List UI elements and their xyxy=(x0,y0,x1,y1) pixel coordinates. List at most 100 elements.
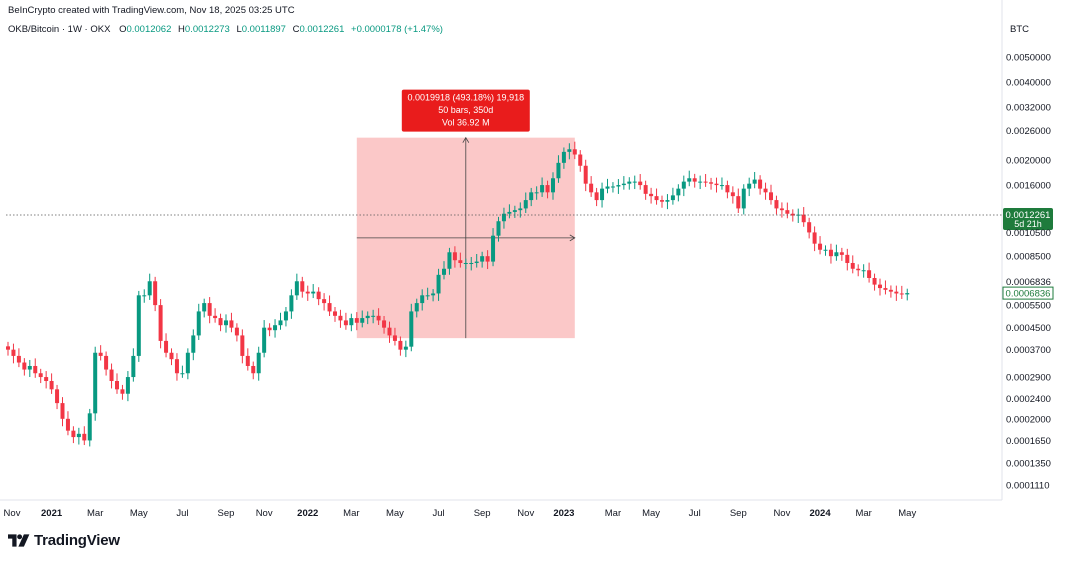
candle-body xyxy=(409,311,414,347)
candle xyxy=(153,276,158,312)
candle xyxy=(398,336,403,356)
candle-body xyxy=(44,377,49,381)
candle xyxy=(572,141,577,160)
candle-body xyxy=(240,335,245,356)
candle xyxy=(343,312,348,330)
candle-body xyxy=(763,188,768,193)
candle xyxy=(567,143,572,160)
candle xyxy=(828,243,833,264)
candle xyxy=(414,298,419,318)
candle-body xyxy=(65,418,70,431)
price-tick-label: 0.0004500 xyxy=(1006,323,1051,334)
candle xyxy=(202,298,207,318)
candle xyxy=(834,244,839,261)
ohlc-change-value: +0.0000178 (+1.47%) xyxy=(351,24,443,35)
candle xyxy=(207,297,212,324)
candle-body xyxy=(578,154,583,166)
candle-body xyxy=(540,185,545,193)
candle-body xyxy=(523,200,528,209)
symbol-label[interactable]: OKB/Bitcoin · 1W · OKX xyxy=(8,24,111,35)
candle-body xyxy=(752,179,757,184)
candle-body xyxy=(376,315,381,321)
candle-body xyxy=(905,293,910,295)
candle-body xyxy=(431,293,436,296)
candle xyxy=(387,321,392,343)
candle-body xyxy=(452,252,457,261)
candle xyxy=(82,426,87,446)
candle xyxy=(447,247,452,275)
candle-body xyxy=(883,288,888,290)
candle xyxy=(551,172,555,200)
measure-tooltip-line: Vol 36.92 M xyxy=(442,118,490,128)
candle-body xyxy=(27,365,32,370)
candle-body xyxy=(491,235,496,262)
candle-body xyxy=(125,377,130,394)
candle-body xyxy=(556,162,561,179)
candle-body xyxy=(785,210,790,214)
candle xyxy=(556,155,561,183)
candle xyxy=(730,186,735,204)
candle xyxy=(191,329,196,361)
candle xyxy=(758,175,763,195)
time-axis: Nov 2021 Mar May Jul Sep Nov 2022 Mar May Jul Sep No… xyxy=(0,499,1002,519)
last-price-value: 0.0006836 xyxy=(1006,289,1051,300)
candle xyxy=(719,177,724,190)
candle xyxy=(616,179,621,194)
last-price-tag-bg xyxy=(1002,286,1054,300)
candle xyxy=(779,202,784,218)
candle xyxy=(578,150,583,172)
candle xyxy=(469,256,474,271)
candle xyxy=(654,188,659,205)
candle xyxy=(649,187,654,204)
candle xyxy=(507,204,512,219)
candle xyxy=(305,285,310,301)
price-tick-label: 0.0032000 xyxy=(1006,103,1051,114)
candle-body xyxy=(545,185,550,193)
candle xyxy=(147,273,152,300)
candle-body xyxy=(790,213,795,216)
candle xyxy=(480,251,485,268)
candle-body xyxy=(769,192,773,201)
candle-body xyxy=(632,181,637,183)
currency-label[interactable]: BTC xyxy=(1010,24,1029,35)
candle-body xyxy=(627,181,632,184)
candle xyxy=(523,192,528,214)
candle-body xyxy=(425,295,430,297)
candle xyxy=(327,295,332,317)
candle-body xyxy=(289,295,294,312)
candle-body xyxy=(327,303,332,312)
candle-body xyxy=(828,249,833,257)
candle xyxy=(278,312,283,330)
candle-body xyxy=(594,192,599,201)
time-tick-label: May xyxy=(130,508,148,519)
candle-body xyxy=(185,352,190,374)
candle-body xyxy=(322,299,327,304)
candle xyxy=(540,177,545,197)
candle-body xyxy=(136,295,141,356)
candle xyxy=(283,307,288,327)
candle-body xyxy=(218,318,223,326)
candle-body xyxy=(420,295,425,304)
candle xyxy=(703,174,708,187)
candle-body xyxy=(561,151,566,163)
candle-body xyxy=(414,303,419,312)
candle-body xyxy=(899,293,904,295)
candle-body xyxy=(856,268,861,271)
candle-body xyxy=(224,320,228,326)
candle-body xyxy=(779,208,784,211)
candle-body xyxy=(294,281,299,296)
tradingview-logo[interactable]: TradingView xyxy=(8,532,120,549)
candle xyxy=(354,312,359,331)
candle xyxy=(322,293,327,311)
candle xyxy=(218,313,223,332)
candle xyxy=(371,309,376,324)
candle-body xyxy=(649,193,654,197)
candle-body xyxy=(16,355,21,363)
candle-body xyxy=(692,178,697,182)
candle xyxy=(245,348,250,371)
candle xyxy=(27,359,32,377)
candle xyxy=(594,187,599,207)
candle xyxy=(458,252,463,268)
